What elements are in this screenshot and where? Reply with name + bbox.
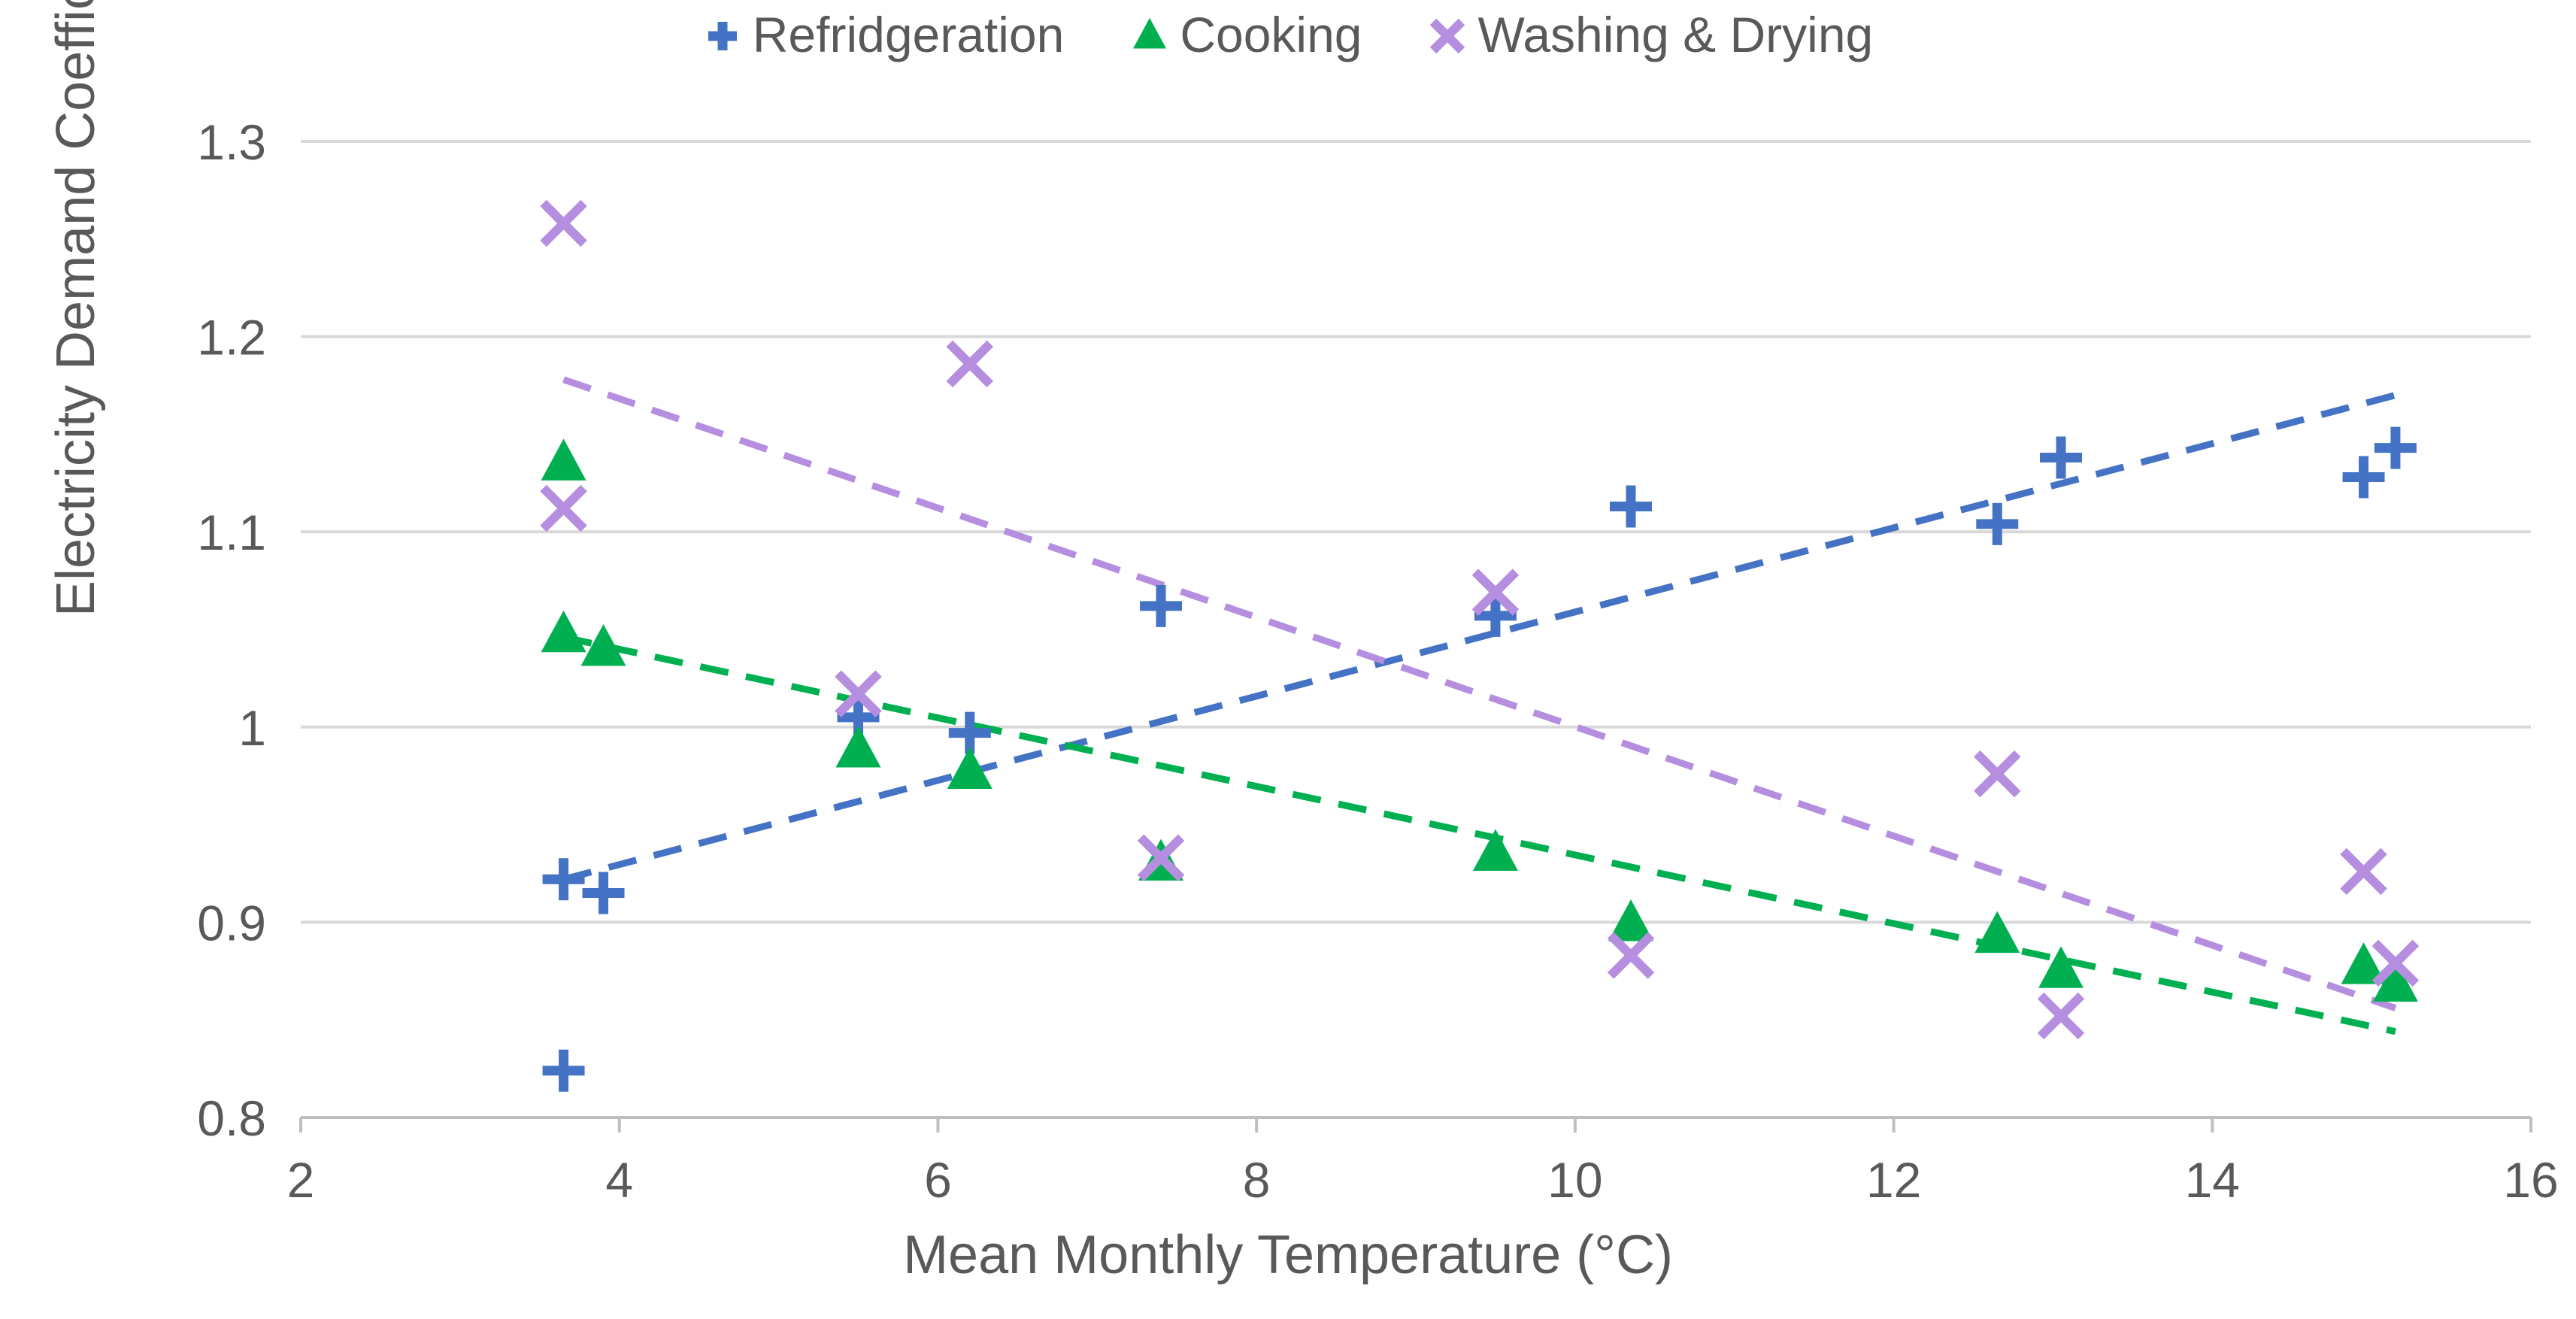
x-axis: 2 4 6 8 10 12 14 16 bbox=[287, 1117, 2559, 1208]
y-tick-label: 1.3 bbox=[197, 114, 266, 170]
data-point bbox=[1610, 485, 1653, 528]
data-point bbox=[1472, 829, 1518, 872]
data-point bbox=[2037, 992, 2085, 1040]
data-point bbox=[946, 340, 994, 388]
x-tick-label: 4 bbox=[605, 1152, 633, 1208]
x-axis-title: Mean Monthly Temperature (°C) bbox=[903, 1225, 1673, 1285]
y-tick-label: 1 bbox=[238, 700, 266, 756]
trendline bbox=[562, 633, 2396, 1035]
data-point bbox=[2342, 456, 2385, 499]
x-tick-label: 6 bbox=[924, 1152, 952, 1208]
data-point bbox=[1976, 502, 2019, 545]
data-point bbox=[835, 725, 881, 768]
legend-item: Refridgeration bbox=[703, 6, 1065, 63]
data-point bbox=[835, 670, 882, 717]
trendlines bbox=[562, 376, 2397, 1035]
x-tick-label: 2 bbox=[287, 1152, 315, 1208]
legend-marker-icon bbox=[1430, 18, 1465, 54]
y-axis-title: Electricity Demand Coefficient (-) bbox=[46, 0, 106, 617]
data-point bbox=[542, 1049, 585, 1092]
legend-marker bbox=[708, 22, 737, 50]
gridlines bbox=[301, 140, 2531, 1119]
legend-label: Refridgeration bbox=[752, 7, 1065, 62]
legend-label: Washing & Drying bbox=[1477, 7, 1874, 62]
data-point bbox=[541, 610, 586, 653]
trendline bbox=[562, 392, 2397, 883]
data-point bbox=[540, 199, 587, 247]
legend-marker-icon bbox=[708, 22, 737, 50]
data-point bbox=[948, 711, 991, 754]
y-tick-label: 1.2 bbox=[197, 310, 266, 365]
x-tick-label: 16 bbox=[2503, 1152, 2558, 1208]
y-axis: 0.8 0.9 1 1.1 1.2 1.3 bbox=[197, 114, 266, 1146]
data-point bbox=[2374, 426, 2417, 469]
data-point bbox=[1974, 750, 2021, 798]
legend-label: Cooking bbox=[1180, 7, 1362, 62]
x-tick-label: 8 bbox=[1243, 1152, 1271, 1208]
data-point bbox=[2038, 946, 2084, 988]
data-point bbox=[582, 872, 625, 914]
legend-item: Cooking bbox=[1130, 6, 1362, 63]
data-points bbox=[540, 199, 2420, 1092]
data-point bbox=[542, 858, 585, 901]
legend-marker bbox=[1133, 17, 1167, 49]
data-point bbox=[1608, 899, 1654, 941]
data-point bbox=[541, 438, 586, 481]
data-point bbox=[2340, 847, 2387, 896]
data-point bbox=[2341, 942, 2387, 984]
data-point bbox=[1474, 594, 1517, 637]
data-point bbox=[947, 747, 993, 790]
y-tick-label: 1.1 bbox=[197, 505, 266, 560]
legend: Refridgeration Cooking Washing & Drying bbox=[0, 6, 2576, 63]
data-point bbox=[1974, 911, 2020, 954]
legend-marker-icon bbox=[1133, 17, 1167, 49]
data-point bbox=[2372, 960, 2418, 1002]
y-tick-label: 0.9 bbox=[197, 895, 266, 951]
data-point bbox=[1471, 569, 1520, 616]
data-point bbox=[2040, 436, 2083, 479]
y-tick-label: 0.8 bbox=[197, 1090, 266, 1146]
data-point bbox=[580, 623, 626, 666]
x-tick-label: 14 bbox=[2185, 1152, 2240, 1208]
legend-marker bbox=[1430, 18, 1465, 54]
legend-item: Washing & Drying bbox=[1428, 6, 1873, 63]
data-point bbox=[540, 484, 587, 532]
data-point bbox=[1607, 932, 1655, 979]
x-tick-label: 12 bbox=[1866, 1152, 1921, 1208]
data-point bbox=[1140, 584, 1183, 627]
data-point bbox=[1137, 834, 1185, 881]
data-point bbox=[2371, 939, 2420, 987]
x-tick-label: 10 bbox=[1547, 1152, 1602, 1208]
